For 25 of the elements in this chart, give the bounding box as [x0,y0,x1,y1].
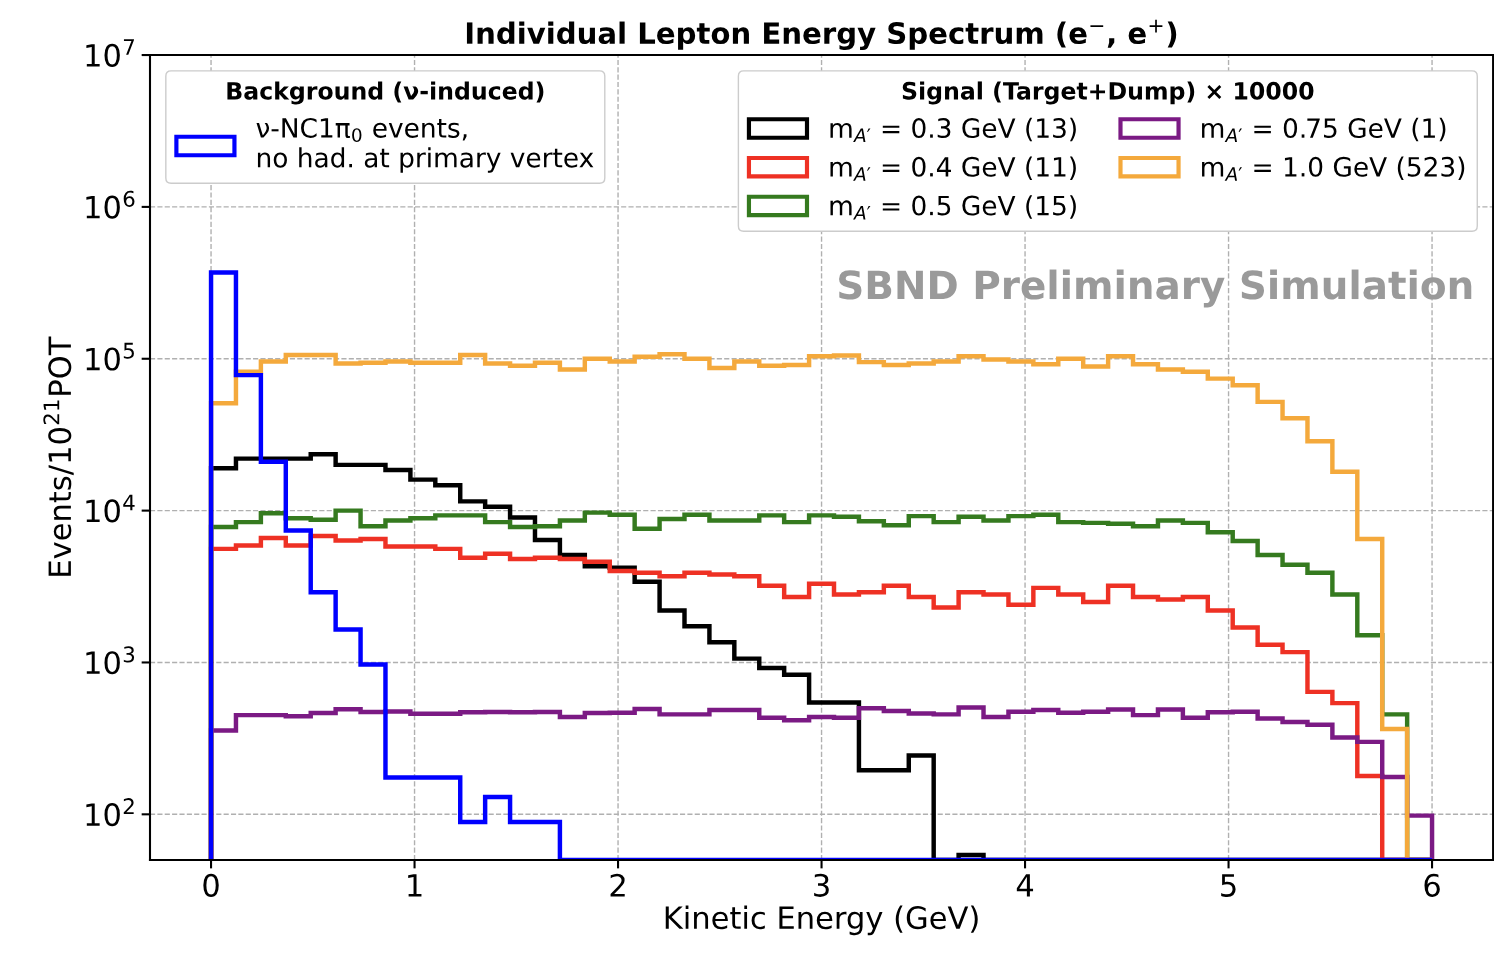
x-axis-title: Kinetic Energy (GeV) [665,905,978,936]
x-tick-label: 1 [408,874,422,897]
y-tick-label: 10$^{2}$ [86,798,134,827]
legend-label: m$_{A′}$ = 1.0 GeV (523) [1202,156,1465,181]
legend-title: Signal (Target+Dump) × 10000 [902,81,1314,105]
x-tick-label: 5 [1221,874,1236,897]
annotation: Background (ν-induced) [227,81,544,105]
legend-label: m$_{A′}$ = 0.5 GeV (15) [830,195,1076,220]
x-tick-label: 4 [1016,874,1034,897]
legend-label: m$_{A′}$ = 0.4 GeV (11) [830,156,1076,181]
y-tick-label: 10$^{7}$ [86,39,134,67]
chart-title: Individual Lepton Energy Spectrum (e$^{−}$, e$^{+}$) [466,19,1177,50]
y-tick-label: 10$^{4}$ [86,494,135,523]
annotation: SBND Preliminary Simulation [839,269,1472,308]
x-tick-label: 3 [814,873,829,897]
x-tick-label: 0 [203,873,219,897]
legend-label: m$_{A′}$ = 0.75 GeV (1) [1202,117,1446,143]
legend-label: m$_{A′}$ = 0.3 GeV (13) [830,117,1076,143]
y-axis-title: Events/10$^{21}$POT [43,336,74,576]
y-tick-label: 10$^{5}$ [86,342,134,371]
legend-label: ν-NC1π$_{0}$ events, no had. at primary vertex [256,117,594,173]
y-tick-label: 10$^{6}$ [86,190,135,219]
x-tick-label: 2 [610,873,625,897]
x-tick-label: 6 [1424,873,1440,897]
y-tick-label: 10$^{3}$ [86,646,135,675]
